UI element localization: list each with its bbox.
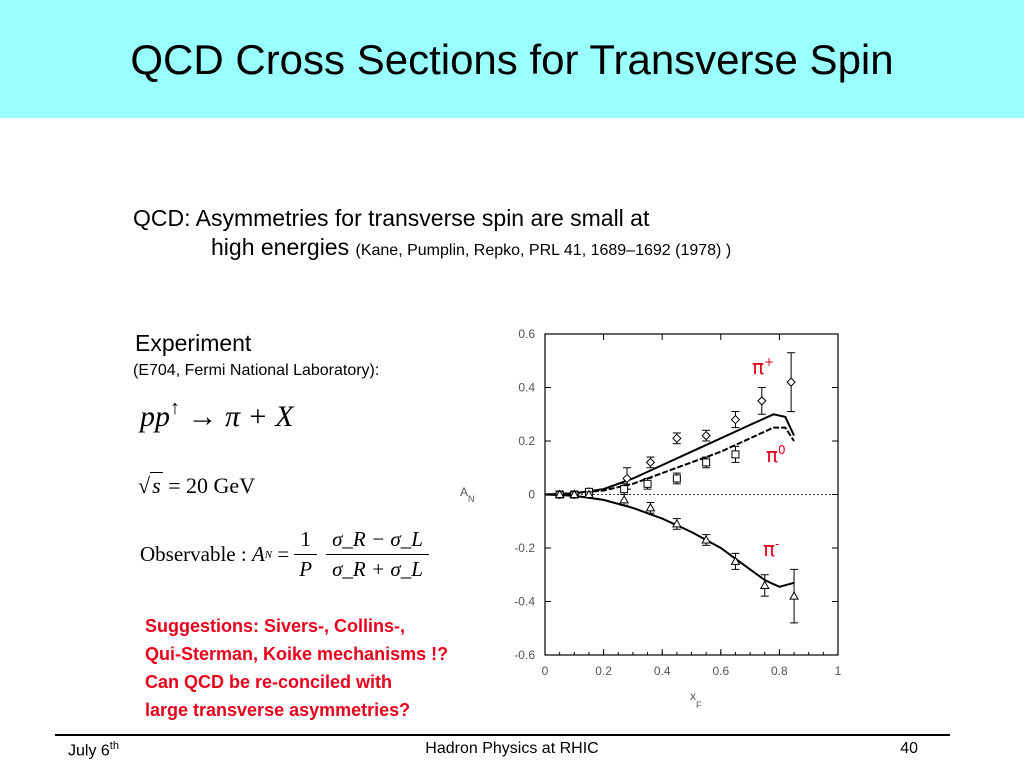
slide-title: QCD Cross Sections for Transverse Spin [130, 36, 894, 83]
observable-label: Observable : [140, 542, 247, 566]
fraction-1: 1 P [293, 527, 318, 582]
x-tick-label: 0.6 [712, 664, 729, 678]
reference-citation: (Kane, Pumplin, Repko, PRL 41, 1689–1692… [355, 242, 732, 259]
fraction-1-num: 1 [294, 527, 317, 555]
observable-lhs-sub: N [264, 548, 273, 561]
y-tick-label: 0.2 [518, 434, 535, 448]
energy-var: s [150, 472, 163, 498]
footer-title: Hadron Physics at RHIC [425, 740, 599, 757]
headline-line2-wrap: high energies (Kane, Pumplin, Repko, PRL… [211, 234, 731, 261]
footer-divider [55, 734, 950, 736]
x-tick-label: 1 [835, 664, 842, 678]
data-point-pi-minus [671, 518, 682, 528]
experiment-title: Experiment [135, 330, 252, 356]
observable-lhs: A [251, 542, 265, 566]
suggestion-line: Qui-Sterman, Koike mechanisms !? [145, 644, 449, 664]
data-point-pi-minus [645, 502, 656, 512]
fraction-2: σ_R − σ_L σ_R + σ_L [326, 527, 429, 582]
reaction-beam: pp [140, 400, 170, 433]
energy-equation: √s = 20 GeV [138, 472, 255, 499]
data-point-pi-plus [622, 473, 632, 484]
data-point-pi-plus [786, 377, 796, 387]
footer-date-sup: th [109, 740, 119, 752]
page-number: 40 [900, 740, 918, 757]
x-tick-label: 0.4 [654, 664, 671, 678]
y-tick-label: 0.6 [518, 327, 535, 341]
title-bar [0, 0, 1024, 118]
data-point-pi-plus [701, 430, 711, 441]
data-point-pi-minus [730, 556, 741, 565]
series-label: π+ [752, 355, 774, 379]
fraction-1-den: P [299, 557, 313, 581]
suggestion-line: Can QCD be re-conciled with [145, 672, 393, 692]
observable-eq: = [277, 542, 290, 566]
suggestion-line: large transverse asymmetries? [145, 700, 411, 720]
data-point-pi-zero [643, 479, 652, 488]
data-point-pi-zero [702, 458, 711, 467]
y-tick-label: -0.2 [514, 541, 535, 555]
y-tick-label: 0 [528, 488, 535, 502]
y-tick-label: 0.4 [518, 381, 535, 395]
headline-line1: QCD: Asymmetries for transverse spin are… [133, 205, 650, 231]
fraction-2-num: σ_R − σ_L [326, 527, 429, 555]
theory-curve [544, 493, 795, 588]
data-point-pi-plus [645, 457, 656, 468]
data-point-pi-minus [584, 489, 594, 498]
data-point-pi-minus [701, 534, 712, 544]
data-point-pi-zero [620, 485, 629, 494]
footer-date-text: July 6 [68, 742, 110, 760]
x-tick-label: 0.8 [771, 664, 788, 678]
x-tick-label: 0.2 [595, 664, 612, 678]
suggestions-text: Suggestions: Sivers-, Collins-, Qui-Ster… [145, 612, 448, 724]
data-point-pi-minus [554, 489, 565, 498]
data-point-pi-minus [569, 489, 580, 498]
data-point-pi-minus [789, 591, 799, 600]
y-tick-label: -0.4 [514, 595, 535, 609]
spin-arrow: ↑ [170, 397, 180, 419]
data-point-pi-plus [672, 433, 682, 444]
headline: QCD: Asymmetries for transverse spin are… [133, 205, 731, 261]
theory-curve [544, 426, 795, 496]
data-point-pi-zero [731, 450, 740, 459]
headline-line2: high energies [211, 234, 350, 260]
x-tick-label: 0 [542, 664, 549, 678]
theory-curve [544, 413, 795, 496]
data-point-pi-minus [619, 494, 629, 504]
sqrt-sign: √ [138, 473, 151, 498]
x-axis-label: xF [690, 689, 702, 710]
reaction-arrow: → [187, 400, 218, 433]
reaction-product: π + X [225, 400, 294, 433]
suggestion-line: Suggestions: Sivers-, Collins-, [145, 616, 406, 636]
data-point-pi-zero [672, 474, 681, 483]
energy-value: = 20 GeV [168, 473, 256, 498]
series-label: π- [763, 537, 779, 561]
data-point-pi-plus [730, 414, 741, 425]
y-tick-label: -0.6 [514, 648, 535, 662]
series-label: π0 [766, 443, 786, 467]
data-point-pi-plus [757, 396, 767, 406]
reaction-equation: pp↑ → π + X [140, 397, 294, 434]
y-axis-label: AN [460, 485, 475, 504]
footer-date: July 6th [68, 740, 119, 760]
experiment-subtitle: (E704, Fermi National Laboratory): [133, 362, 380, 379]
fraction-2-den: σ_R + σ_L [332, 557, 423, 581]
data-point-pi-minus [759, 580, 770, 589]
